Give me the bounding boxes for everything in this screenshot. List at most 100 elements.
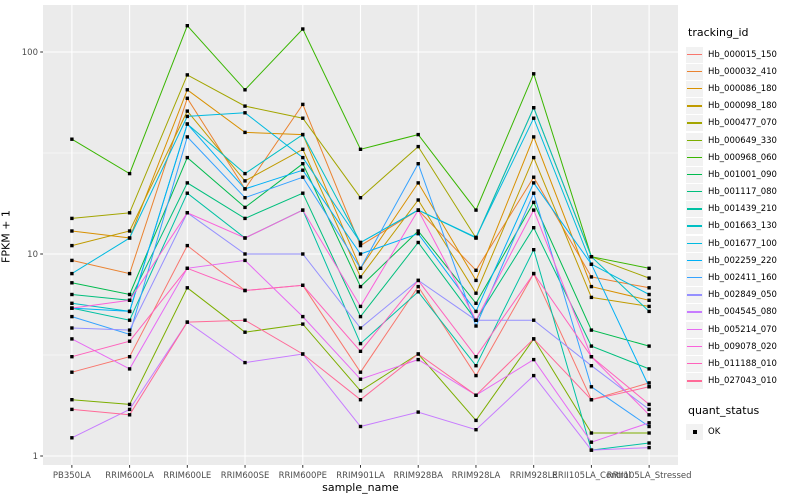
x-tick-label: RRII105LA_Control	[552, 471, 631, 481]
data-point	[647, 381, 651, 385]
data-point	[532, 175, 536, 179]
data-point	[185, 266, 189, 270]
data-point	[532, 106, 536, 110]
legend-key-icon	[686, 132, 703, 149]
data-point	[127, 332, 132, 337]
legend-entry: Hb_011188_010	[686, 355, 798, 372]
data-point	[127, 328, 132, 332]
data-point	[127, 407, 132, 412]
data-point	[647, 298, 651, 302]
legend-entry: Hb_001117_080	[686, 184, 798, 201]
data-point	[70, 258, 74, 263]
data-point	[589, 328, 594, 332]
legend-entry: Hb_002259_220	[686, 252, 798, 269]
data-point	[185, 286, 189, 290]
quant-legend-label: OK	[708, 427, 721, 438]
legend-key-icon	[686, 218, 703, 235]
data-point	[127, 309, 132, 314]
data-point	[243, 130, 247, 135]
data-point	[589, 275, 594, 279]
legend-entry-label: Hb_000649_330	[708, 135, 777, 146]
data-point	[127, 271, 132, 276]
data-point	[301, 116, 305, 120]
data-point	[301, 322, 305, 326]
data-point	[243, 236, 247, 240]
data-point	[70, 216, 74, 221]
quant-legend-entry: OK	[686, 424, 798, 441]
legend-key-icon	[686, 252, 703, 269]
data-point	[185, 88, 189, 92]
data-point	[532, 318, 536, 322]
data-point	[532, 191, 536, 195]
x-tick-label: RRIM600LE	[163, 471, 211, 481]
data-point	[358, 398, 363, 402]
data-point	[474, 309, 478, 314]
data-point	[589, 255, 594, 259]
legend-entry: Hb_002849_050	[686, 287, 798, 304]
legend-entry: Hb_001677_100	[686, 235, 798, 252]
data-point	[474, 278, 478, 283]
data-point	[127, 298, 132, 302]
data-point	[416, 278, 420, 283]
legend-entry-label: Hb_000032_410	[708, 66, 777, 77]
data-point	[474, 208, 478, 212]
data-point	[647, 445, 651, 450]
data-point	[185, 96, 189, 100]
data-point	[185, 181, 189, 185]
data-point	[589, 295, 594, 300]
data-point	[127, 211, 132, 215]
black-square-marker-icon	[686, 424, 703, 441]
data-point	[243, 258, 247, 263]
data-point	[358, 326, 363, 330]
x-tick-label: RRIM928LA	[452, 471, 501, 481]
data-point	[416, 290, 420, 294]
data-point	[532, 226, 536, 230]
data-point	[416, 181, 420, 185]
data-point	[70, 229, 74, 233]
data-point	[647, 421, 651, 425]
legend-entry-label: Hb_027043_010	[708, 376, 777, 387]
x-tick-label: RRII105LA_Stressed	[607, 471, 692, 481]
data-point	[301, 162, 305, 166]
legend-entry-label: Hb_000968_060	[708, 152, 777, 163]
legend-key-icon	[686, 46, 703, 63]
x-tick-label: PB350LA	[53, 471, 91, 481]
data-point	[301, 175, 305, 179]
data-point	[243, 179, 247, 183]
data-point	[243, 205, 247, 210]
data-point	[185, 243, 189, 248]
data-point	[70, 306, 74, 310]
legend-entry-label: Hb_000098_180	[708, 101, 777, 112]
data-point	[358, 389, 363, 393]
data-point	[647, 441, 651, 445]
data-point	[358, 284, 363, 289]
data-point	[127, 318, 132, 322]
legend-key-icon	[686, 287, 703, 304]
data-point	[243, 330, 247, 334]
y-axis-title: FPKM + 1	[0, 210, 13, 263]
x-tick-label: RRIM600SE	[221, 471, 270, 481]
legend-entry: Hb_000086_180	[686, 80, 798, 97]
data-point	[70, 407, 74, 412]
data-point	[127, 355, 132, 359]
legend-entry: Hb_000477_070	[686, 115, 798, 132]
legend-entry-label: Hb_002259_220	[708, 255, 777, 266]
data-point	[70, 326, 74, 330]
data-point	[185, 109, 189, 113]
data-point	[127, 292, 132, 297]
data-point	[416, 284, 420, 289]
data-point	[358, 266, 363, 270]
legend-key-icon	[686, 115, 703, 132]
legend-entry: Hb_005214_070	[686, 321, 798, 338]
data-point	[532, 208, 536, 212]
data-point	[301, 283, 305, 287]
data-point	[647, 413, 651, 417]
x-tick-label: RRIM928LE	[510, 471, 558, 481]
legend-entry: Hb_027043_010	[686, 373, 798, 390]
legend-entry-label: Hb_002411_160	[708, 273, 777, 284]
data-point	[416, 352, 420, 356]
quant-legend-title: quant_status	[688, 403, 760, 417]
data-point	[301, 252, 305, 256]
data-point	[301, 352, 305, 356]
